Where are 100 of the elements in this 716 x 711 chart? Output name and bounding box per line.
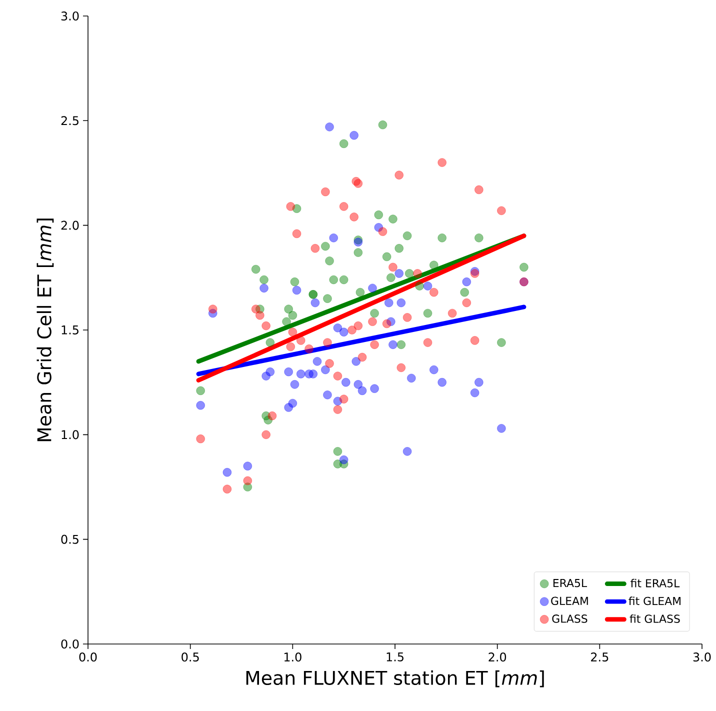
- point: [470, 336, 480, 345]
- point: [368, 284, 377, 293]
- point: [460, 288, 469, 297]
- legend-label: GLEAM: [551, 596, 588, 606]
- point: [262, 321, 270, 330]
- point: [282, 317, 291, 326]
- y-tick-label: 2.0: [61, 220, 79, 230]
- point: [438, 234, 446, 242]
- point: [497, 206, 506, 216]
- point: [348, 326, 356, 334]
- point: [402, 313, 412, 322]
- point: [352, 357, 360, 366]
- point: [402, 447, 412, 456]
- point: [290, 277, 300, 286]
- point: [243, 476, 252, 486]
- point: [290, 380, 300, 389]
- point: [262, 430, 270, 440]
- point: [388, 214, 398, 224]
- point: [292, 286, 302, 295]
- y-axis-title: Mean Grid Cell ET [mm]: [36, 218, 54, 442]
- point: [266, 338, 275, 347]
- point: [339, 275, 348, 284]
- legend-label: fit GLEAM: [628, 596, 680, 606]
- point: [350, 130, 358, 140]
- point: [296, 336, 306, 345]
- point: [342, 378, 350, 387]
- point: [321, 187, 330, 196]
- x-tick-label: 3.0: [693, 652, 711, 662]
- point: [354, 321, 363, 330]
- point: [292, 229, 302, 238]
- point: [423, 338, 432, 347]
- point: [413, 269, 422, 278]
- point: [196, 400, 205, 410]
- point: [438, 378, 446, 387]
- point: [243, 462, 252, 470]
- point: [329, 234, 338, 242]
- point: [388, 340, 398, 350]
- point: [308, 370, 318, 378]
- point: [374, 210, 384, 220]
- point: [256, 310, 264, 320]
- x-tick-label: 0.5: [182, 652, 199, 662]
- legend-label: ERA5L: [553, 579, 588, 588]
- x-axis-title: Mean FLUXNET station ET [mm]: [246, 670, 544, 688]
- point: [394, 170, 404, 180]
- point: [260, 284, 268, 293]
- x-tick-label: 2.5: [591, 652, 608, 662]
- point: [339, 328, 348, 336]
- point: [325, 359, 334, 368]
- point: [321, 365, 330, 374]
- point: [323, 390, 332, 400]
- point: [370, 308, 379, 318]
- point: [333, 405, 342, 414]
- point: [296, 370, 306, 378]
- point: [356, 288, 365, 297]
- point: [396, 363, 406, 372]
- legend-label: fit ERA5L: [630, 578, 680, 588]
- point: [404, 269, 414, 278]
- point: [497, 424, 506, 433]
- point: [474, 234, 484, 242]
- point: [333, 372, 342, 380]
- y-tick-label: 0.5: [61, 534, 78, 544]
- point: [474, 378, 484, 387]
- point: [266, 367, 275, 376]
- point: [321, 242, 330, 251]
- point: [520, 262, 528, 272]
- point: [333, 447, 342, 456]
- point: [339, 202, 348, 211]
- point: [384, 298, 394, 308]
- point: [325, 122, 334, 132]
- point: [323, 338, 332, 347]
- point: [438, 158, 446, 167]
- point: [402, 231, 412, 240]
- point: [430, 260, 438, 270]
- point: [329, 275, 338, 284]
- point: [354, 380, 363, 389]
- x-tick-label: 1.5: [386, 652, 404, 662]
- point: [406, 374, 416, 383]
- point: [339, 455, 348, 464]
- point: [394, 269, 404, 278]
- point: [378, 227, 388, 236]
- point: [286, 202, 296, 211]
- legend-label: fit GLASS: [630, 614, 680, 623]
- point: [208, 304, 218, 314]
- point: [462, 298, 472, 308]
- point: [368, 317, 377, 326]
- point: [339, 139, 348, 148]
- point: [333, 324, 342, 332]
- point: [354, 179, 363, 188]
- point: [396, 340, 406, 350]
- point: [394, 244, 404, 253]
- point: [370, 340, 379, 350]
- y-tick-label: 1.0: [62, 430, 79, 440]
- point: [288, 328, 298, 336]
- point: [251, 304, 260, 314]
- point: [423, 282, 432, 290]
- point: [382, 319, 392, 328]
- y-tick-label: 0.0: [61, 639, 79, 649]
- point: [358, 352, 367, 362]
- point: [474, 185, 484, 194]
- point: [312, 357, 322, 366]
